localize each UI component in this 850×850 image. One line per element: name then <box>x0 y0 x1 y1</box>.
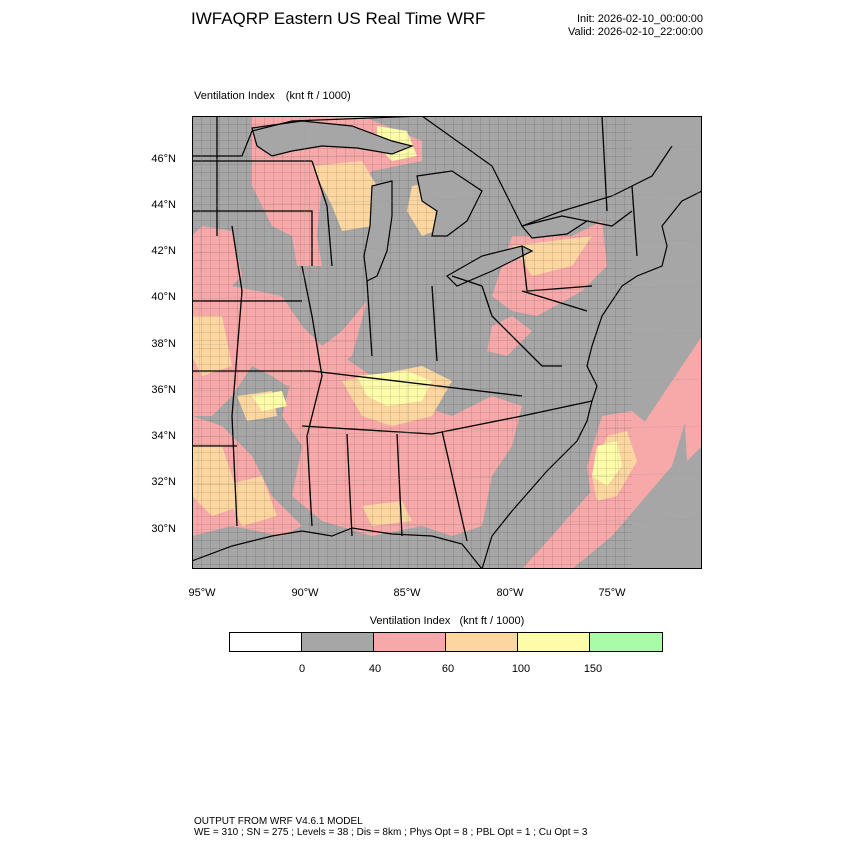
model-info: OUTPUT FROM WRF V4.6.1 MODEL WE = 310 ; … <box>194 816 587 838</box>
map-panel <box>192 116 702 569</box>
colorbar-box <box>446 633 518 651</box>
colorbar-tick: 60 <box>441 663 455 675</box>
canada-border <box>192 116 673 227</box>
colorbar <box>229 632 663 652</box>
county-lines <box>192 116 632 569</box>
map-border <box>192 116 702 569</box>
state-borders <box>192 116 638 542</box>
great-lakes <box>251 120 589 287</box>
field-label: Ventilation Index (knt ft / 1000) <box>194 90 359 102</box>
colorbar-tick: 150 <box>583 663 603 675</box>
lat-label: 40°N <box>151 291 176 303</box>
time-info: Init: 2026-02-10_00:00:00 Valid: 2026-02… <box>568 13 703 39</box>
lat-label: 34°N <box>151 430 176 442</box>
lon-label: 90°W <box>291 587 319 599</box>
field-units: (knt ft / 1000) <box>285 90 351 102</box>
lon-label: 95°W <box>188 587 216 599</box>
field-name: Ventilation Index <box>194 90 275 102</box>
gulf-coastline <box>192 527 483 569</box>
colorbar-title: Ventilation Index (knt ft / 1000) <box>300 615 600 627</box>
plot-title: IWFAQRP Eastern US Real Time WRF <box>191 9 486 28</box>
lat-label: 32°N <box>151 476 176 488</box>
model-config: WE = 310 ; SN = 275 ; Levels = 38 ; Dis … <box>194 827 588 838</box>
colorbar-tick: 0 <box>298 663 306 675</box>
coastline <box>481 190 702 569</box>
colorbar-units: (knt ft / 1000) <box>459 615 525 627</box>
colorbar-field: Ventilation Index <box>369 615 451 627</box>
model-version: OUTPUT FROM WRF V4.6.1 MODEL <box>194 816 363 827</box>
ventilation-map <box>192 116 702 569</box>
init-time: Init: 2026-02-10_00:00:00 <box>577 13 703 25</box>
valid-time: Valid: 2026-02-10_22:00:00 <box>568 26 703 38</box>
lat-label: 30°N <box>151 523 176 535</box>
colorbar-box <box>230 633 302 651</box>
colorbar-box <box>374 633 446 651</box>
lat-label: 38°N <box>151 338 176 350</box>
lon-label: 85°W <box>393 587 421 599</box>
graticule <box>192 116 702 569</box>
colorbar-tick: 100 <box>511 663 531 675</box>
colorbar-box <box>590 633 662 651</box>
lon-label: 75°W <box>598 587 626 599</box>
lat-label: 42°N <box>151 245 176 257</box>
colorbar-box <box>518 633 590 651</box>
colorbar-tick: 40 <box>368 663 382 675</box>
lat-label: 46°N <box>151 153 176 165</box>
lat-label: 44°N <box>151 199 176 211</box>
lat-label: 36°N <box>151 384 176 396</box>
colorbar-box <box>302 633 374 651</box>
lon-label: 80°W <box>496 587 524 599</box>
